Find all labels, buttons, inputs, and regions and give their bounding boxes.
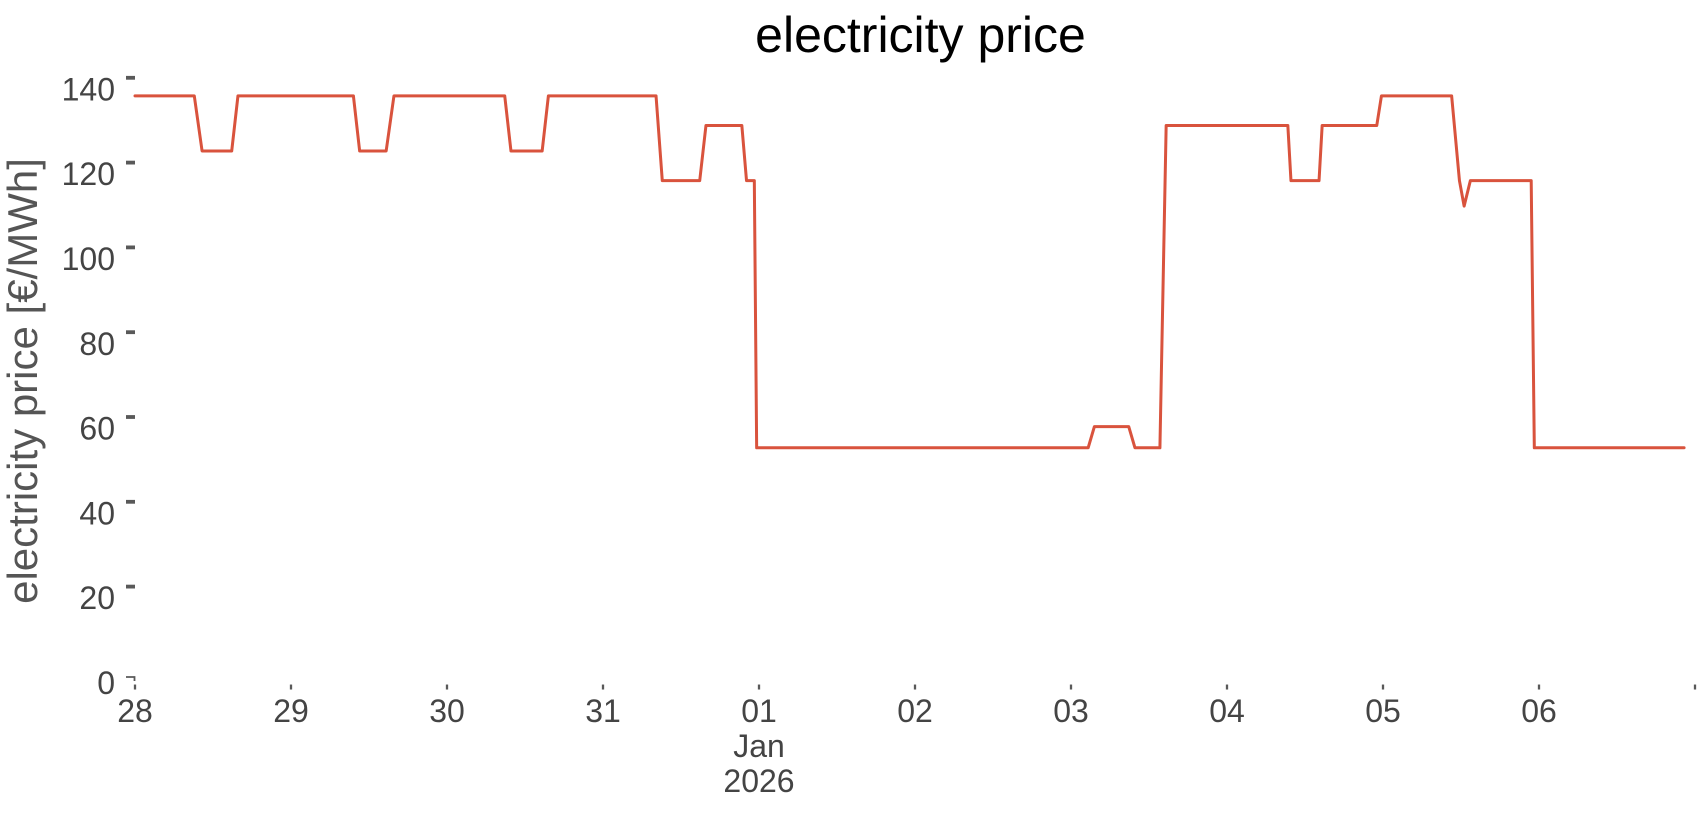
svg-text:100: 100 xyxy=(62,241,115,277)
svg-text:06: 06 xyxy=(1521,693,1557,729)
svg-text:140: 140 xyxy=(62,71,115,107)
svg-text:40: 40 xyxy=(79,495,115,531)
svg-text:31: 31 xyxy=(585,693,621,729)
svg-text:20: 20 xyxy=(79,580,115,616)
svg-text:02: 02 xyxy=(897,693,933,729)
svg-text:0: 0 xyxy=(97,665,115,701)
svg-text:Jan: Jan xyxy=(733,728,785,764)
svg-text:30: 30 xyxy=(429,693,465,729)
svg-text:60: 60 xyxy=(79,411,115,447)
svg-text:120: 120 xyxy=(62,156,115,192)
svg-text:01: 01 xyxy=(741,693,777,729)
svg-text:80: 80 xyxy=(79,326,115,362)
svg-text:2026: 2026 xyxy=(723,763,794,799)
svg-text:28: 28 xyxy=(117,693,153,729)
svg-text:03: 03 xyxy=(1053,693,1089,729)
svg-text:29: 29 xyxy=(273,693,309,729)
svg-text:04: 04 xyxy=(1209,693,1245,729)
svg-text:05: 05 xyxy=(1365,693,1401,729)
